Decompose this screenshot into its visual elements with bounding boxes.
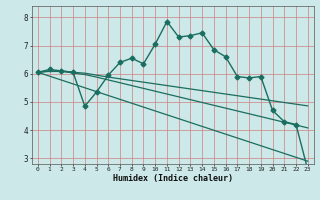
- X-axis label: Humidex (Indice chaleur): Humidex (Indice chaleur): [113, 174, 233, 183]
